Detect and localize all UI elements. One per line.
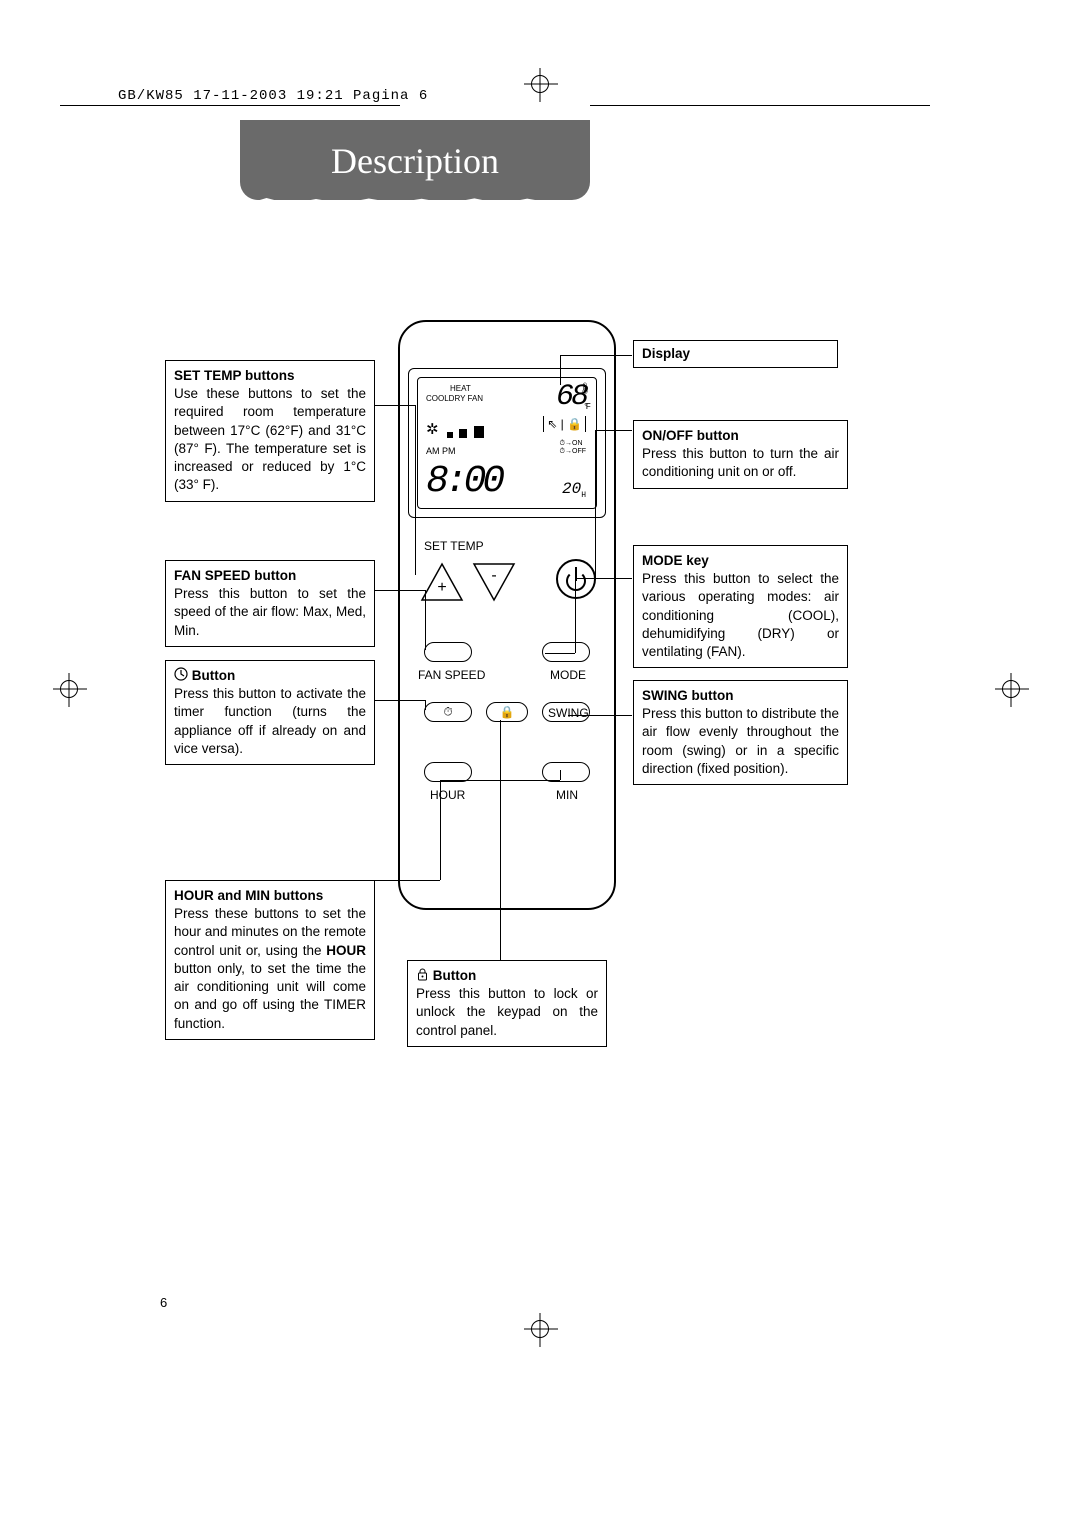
- thermometer-icon: 🌡: [578, 382, 592, 395]
- leader-line: [375, 405, 415, 406]
- temp-unit: °F: [583, 402, 588, 412]
- callout-body: button only, to set the time the air con…: [174, 961, 366, 1031]
- callout-heading: Display: [642, 346, 690, 361]
- temp-up-button[interactable]: +: [420, 562, 464, 602]
- fan-icon: ✲: [426, 420, 439, 438]
- callout-mode: MODE key Press this button to select the…: [633, 545, 848, 668]
- leader-line: [545, 653, 575, 654]
- leader-line: [560, 770, 561, 780]
- lock-button[interactable]: 🔒: [486, 702, 528, 722]
- callout-heading: MODE key: [642, 553, 709, 568]
- fan-level-bars: ✲: [426, 420, 486, 438]
- callout-heading: SWING button: [642, 688, 733, 703]
- leader-line: [425, 590, 426, 650]
- callout-body: Press this button to set the speed of th…: [174, 586, 366, 637]
- leader-line: [560, 355, 632, 356]
- callout-swing: SWING button Press this button to distri…: [633, 680, 848, 785]
- rule-top-left: [60, 105, 400, 106]
- power-button[interactable]: [556, 559, 596, 599]
- timer-hours: 20H: [562, 480, 586, 500]
- callout-on-off: ON/OFF button Press this button to turn …: [633, 420, 848, 489]
- mode-label: MODE: [550, 668, 586, 682]
- callout-fan-speed: FAN SPEED button Press this button to se…: [165, 560, 375, 647]
- remote-control: HEAT COOLDRY FAN 68°F 🌡 ✲ ⇖ | 🔒 AM PM ⏱→…: [398, 320, 616, 910]
- timer-button[interactable]: ⏱: [424, 702, 472, 722]
- leader-line: [375, 700, 425, 701]
- header-meta: GB/KW85 17-11-2003 19:21 Pagina 6: [118, 88, 428, 104]
- callout-set-temp: SET TEMP buttons Use these buttons to se…: [165, 360, 375, 502]
- timer-onoff-indicator: ⏱→ON⏱→OFF: [560, 440, 586, 457]
- callout-lock: Button Press this button to lock or unlo…: [407, 960, 607, 1047]
- mode-button[interactable]: [542, 642, 590, 662]
- set-temp-label: SET TEMP: [424, 539, 484, 553]
- leader-line: [595, 578, 632, 579]
- crop-mark-bottom: [531, 1320, 549, 1343]
- crop-mark-right: [1002, 680, 1020, 703]
- ampm-indicator: AM PM: [426, 446, 456, 456]
- callout-heading: Button: [433, 968, 476, 983]
- leader-line: [500, 720, 501, 960]
- swing-lock-icons: ⇖ | 🔒: [543, 416, 586, 432]
- mode-indicators: HEAT COOLDRY FAN: [426, 384, 483, 405]
- leader-line: [440, 780, 441, 880]
- callout-heading: FAN SPEED button: [174, 568, 296, 583]
- lcd-frame: HEAT COOLDRY FAN 68°F 🌡 ✲ ⇖ | 🔒 AM PM ⏱→…: [408, 368, 606, 518]
- callout-body: Use these buttons to set the required ro…: [174, 386, 366, 492]
- leader-line: [595, 430, 632, 431]
- swing-label: SWING: [548, 706, 589, 720]
- leader-line: [568, 715, 632, 716]
- lock-icon: 🔒: [500, 705, 515, 719]
- svg-text:+: +: [437, 579, 446, 596]
- page-number: 6: [160, 1295, 167, 1310]
- min-button[interactable]: [542, 762, 590, 782]
- leader-line: [375, 590, 425, 591]
- fan-speed-button[interactable]: [424, 642, 472, 662]
- clock-readout: 8:00: [426, 460, 501, 503]
- min-label: MIN: [556, 788, 578, 802]
- fan-speed-label: FAN SPEED: [418, 668, 485, 682]
- callout-display: Display: [633, 340, 838, 368]
- callout-heading: Button: [192, 668, 235, 683]
- rule-top-right: [590, 105, 930, 106]
- lock-icon: [416, 968, 429, 981]
- mode-row: HEAT: [426, 384, 483, 394]
- section-title: Description: [240, 120, 590, 200]
- clock-icon: ⏱: [443, 705, 452, 720]
- leader-line: [595, 430, 596, 578]
- callout-body: Press this button to activate the timer …: [174, 686, 366, 756]
- callout-body: Press this button to turn the air condit…: [642, 446, 839, 479]
- callout-body: Press this button to distribute the air …: [642, 706, 839, 776]
- leader-line: [375, 880, 440, 881]
- lcd-display: HEAT COOLDRY FAN 68°F 🌡 ✲ ⇖ | 🔒 AM PM ⏱→…: [417, 377, 597, 509]
- svg-text:-: -: [491, 567, 496, 584]
- callout-heading: ON/OFF button: [642, 428, 739, 443]
- hour-label: HOUR: [430, 788, 465, 802]
- leader-line: [425, 700, 426, 710]
- hour-button[interactable]: [424, 762, 472, 782]
- callout-body: Press this button to select the various …: [642, 571, 839, 659]
- callout-timer: Button Press this button to activate the…: [165, 660, 375, 765]
- callout-hour-min: HOUR and MIN buttons Press these buttons…: [165, 880, 375, 1040]
- clock-icon: [174, 667, 188, 681]
- temp-down-button[interactable]: -: [472, 562, 516, 602]
- crop-mark-top: [531, 75, 549, 98]
- callout-heading: SET TEMP buttons: [174, 368, 295, 383]
- leader-line: [560, 355, 561, 385]
- callout-heading: HOUR and MIN buttons: [174, 888, 323, 903]
- leader-line: [575, 578, 595, 579]
- mode-row: COOLDRY FAN: [426, 394, 483, 404]
- callout-body: Press this button to lock or unlock the …: [416, 986, 598, 1037]
- leader-line: [575, 578, 576, 653]
- bold-word: HOUR: [326, 943, 366, 958]
- leader-line: [415, 405, 416, 575]
- crop-mark-left: [60, 680, 78, 703]
